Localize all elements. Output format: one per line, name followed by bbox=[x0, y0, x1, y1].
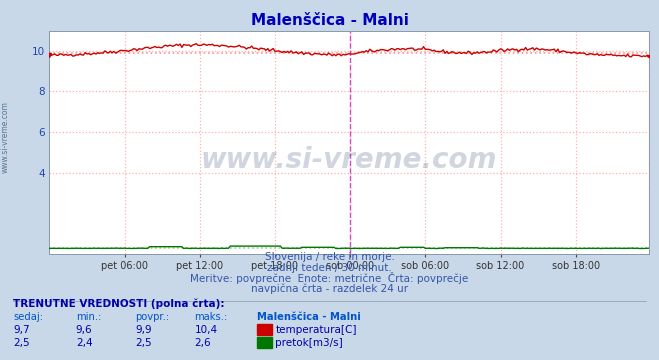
Text: maks.:: maks.: bbox=[194, 312, 227, 323]
Text: navpična črta - razdelek 24 ur: navpična črta - razdelek 24 ur bbox=[251, 283, 408, 294]
Text: 2,6: 2,6 bbox=[194, 338, 211, 348]
Text: min.:: min.: bbox=[76, 312, 101, 323]
Text: 2,5: 2,5 bbox=[135, 338, 152, 348]
Text: 2,5: 2,5 bbox=[13, 338, 30, 348]
Text: sedaj:: sedaj: bbox=[13, 312, 43, 323]
Text: TRENUTNE VREDNOSTI (polna črta):: TRENUTNE VREDNOSTI (polna črta): bbox=[13, 298, 225, 309]
Text: 9,9: 9,9 bbox=[135, 325, 152, 335]
Text: www.si-vreme.com: www.si-vreme.com bbox=[201, 146, 498, 174]
Text: zadnji teden / 30 minut.: zadnji teden / 30 minut. bbox=[267, 263, 392, 273]
Text: www.si-vreme.com: www.si-vreme.com bbox=[1, 101, 10, 173]
Text: temperatura[C]: temperatura[C] bbox=[275, 325, 357, 335]
Text: Slovenija / reke in morje.: Slovenija / reke in morje. bbox=[264, 252, 395, 262]
Text: 9,7: 9,7 bbox=[13, 325, 30, 335]
Text: Meritve: povprečne  Enote: metrične  Črta: povprečje: Meritve: povprečne Enote: metrične Črta:… bbox=[190, 271, 469, 284]
Text: povpr.:: povpr.: bbox=[135, 312, 169, 323]
Text: pretok[m3/s]: pretok[m3/s] bbox=[275, 338, 343, 348]
Text: Malenščica - Malni: Malenščica - Malni bbox=[250, 13, 409, 28]
Text: 9,6: 9,6 bbox=[76, 325, 92, 335]
Text: 2,4: 2,4 bbox=[76, 338, 92, 348]
Text: Malenščica - Malni: Malenščica - Malni bbox=[257, 312, 360, 323]
Text: 10,4: 10,4 bbox=[194, 325, 217, 335]
